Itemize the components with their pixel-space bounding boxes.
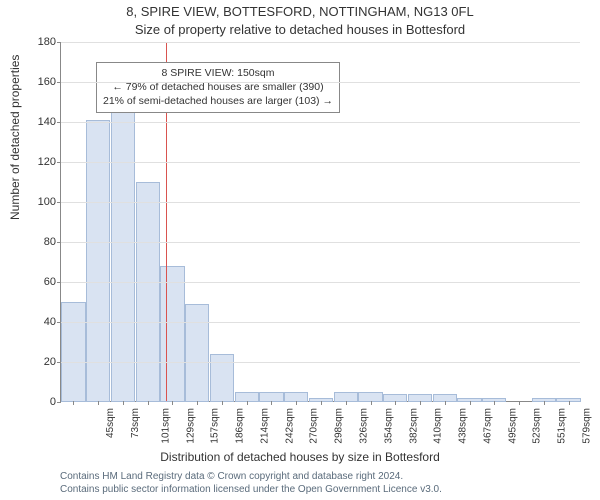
y-tick-mark <box>57 122 61 123</box>
y-axis-label: Number of detached properties <box>8 55 22 220</box>
x-tick-label: 467sqm <box>482 408 493 444</box>
y-tick-label: 160 <box>26 76 56 88</box>
annotation-line: 8 SPIRE VIEW: 150sqm <box>103 66 333 80</box>
gridline <box>61 42 580 43</box>
x-tick-label: 382sqm <box>408 408 419 444</box>
y-tick-mark <box>57 202 61 203</box>
x-tick-mark <box>172 401 173 405</box>
x-tick-mark <box>123 401 124 405</box>
title-line-2: Size of property relative to detached ho… <box>0 22 600 37</box>
gridline <box>61 282 580 283</box>
y-tick-mark <box>57 322 61 323</box>
y-tick-mark <box>57 162 61 163</box>
x-tick-mark <box>148 401 149 405</box>
y-tick-label: 180 <box>26 36 56 48</box>
x-tick-mark <box>544 401 545 405</box>
gridline <box>61 362 580 363</box>
gridline <box>61 122 580 123</box>
bar <box>185 304 209 402</box>
title-line-1: 8, SPIRE VIEW, BOTTESFORD, NOTTINGHAM, N… <box>0 4 600 19</box>
bar <box>61 302 85 402</box>
x-tick-label: 157sqm <box>210 408 221 444</box>
y-tick-label: 60 <box>26 276 56 288</box>
x-tick-mark <box>222 401 223 405</box>
x-tick-label: 45sqm <box>105 408 116 438</box>
x-tick-mark <box>470 401 471 405</box>
x-tick-label: 73sqm <box>130 408 141 438</box>
x-tick-label: 551sqm <box>557 408 568 444</box>
x-tick-label: 410sqm <box>433 408 444 444</box>
y-tick-label: 120 <box>26 156 56 168</box>
y-tick-label: 0 <box>26 396 56 408</box>
x-tick-mark <box>73 401 74 405</box>
x-tick-mark <box>197 401 198 405</box>
y-tick-mark <box>57 42 61 43</box>
bar <box>136 182 160 402</box>
x-tick-mark <box>445 401 446 405</box>
x-tick-mark <box>346 401 347 405</box>
x-tick-mark <box>371 401 372 405</box>
x-tick-label: 495sqm <box>507 408 518 444</box>
plot-area: 8 SPIRE VIEW: 150sqm← 79% of detached ho… <box>60 42 580 402</box>
y-tick-mark <box>57 82 61 83</box>
y-tick-label: 140 <box>26 116 56 128</box>
y-tick-mark <box>57 402 61 403</box>
x-tick-label: 242sqm <box>284 408 295 444</box>
x-tick-label: 354sqm <box>383 408 394 444</box>
bar <box>160 266 184 402</box>
gridline <box>61 202 580 203</box>
bar <box>111 112 135 402</box>
x-tick-label: 579sqm <box>581 408 592 444</box>
y-tick-mark <box>57 282 61 283</box>
x-tick-label: 438sqm <box>458 408 469 444</box>
chart-container: 8, SPIRE VIEW, BOTTESFORD, NOTTINGHAM, N… <box>0 0 600 500</box>
x-tick-label: 214sqm <box>260 408 271 444</box>
attribution-text: Contains HM Land Registry data © Crown c… <box>60 471 442 496</box>
x-tick-mark <box>296 401 297 405</box>
x-axis-label: Distribution of detached houses by size … <box>0 450 600 464</box>
gridline <box>61 82 580 83</box>
x-tick-label: 129sqm <box>185 408 196 444</box>
x-tick-label: 101sqm <box>160 408 171 444</box>
x-tick-mark <box>395 401 396 405</box>
gridline <box>61 242 580 243</box>
x-tick-label: 186sqm <box>235 408 246 444</box>
x-tick-mark <box>519 401 520 405</box>
gridline <box>61 162 580 163</box>
y-tick-mark <box>57 362 61 363</box>
x-tick-label: 326sqm <box>359 408 370 444</box>
x-tick-mark <box>420 401 421 405</box>
x-tick-mark <box>494 401 495 405</box>
y-tick-label: 20 <box>26 356 56 368</box>
annotation-box: 8 SPIRE VIEW: 150sqm← 79% of detached ho… <box>96 62 340 113</box>
y-tick-label: 40 <box>26 316 56 328</box>
x-tick-mark <box>569 401 570 405</box>
y-tick-label: 80 <box>26 236 56 248</box>
gridline <box>61 322 580 323</box>
x-tick-label: 298sqm <box>334 408 345 444</box>
x-tick-label: 270sqm <box>309 408 320 444</box>
y-tick-mark <box>57 242 61 243</box>
x-tick-mark <box>321 401 322 405</box>
x-tick-mark <box>247 401 248 405</box>
y-tick-label: 100 <box>26 196 56 208</box>
x-tick-mark <box>271 401 272 405</box>
annotation-line: 21% of semi-detached houses are larger (… <box>103 94 333 108</box>
x-tick-mark <box>98 401 99 405</box>
x-tick-label: 523sqm <box>532 408 543 444</box>
